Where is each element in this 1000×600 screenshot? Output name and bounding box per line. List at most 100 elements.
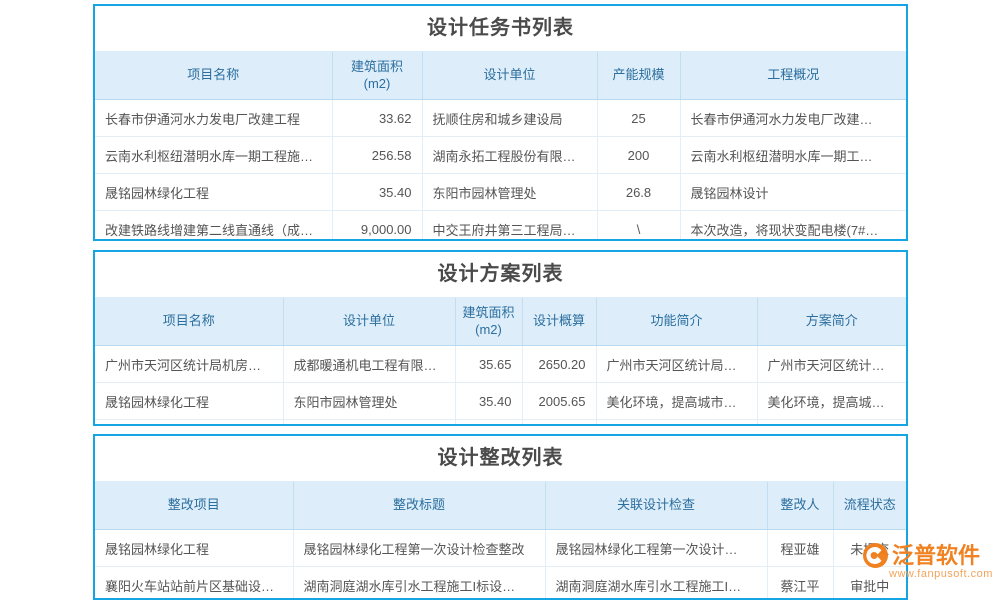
cell-function-intro: 广州市天河区统计局机房…	[596, 345, 758, 383]
table-row[interactable]: 长春市伊通河水力发电厂改建工程 33.62 抚顺住房和城乡建设局 25 长春市伊…	[95, 99, 906, 137]
column-header-project-name[interactable]: 项目名称	[95, 298, 284, 346]
table-row[interactable]: 云南水利枢纽潜明水库一期工程施… 256.58 湖南永拓工程股份有限公司 200…	[95, 136, 906, 174]
cell-rectification-title-link[interactable]: 晟铭园林绿化工程第一次设计检查整改	[293, 529, 546, 567]
table-header-row: 项目名称 设计单位 建筑面积 (m2) 设计概算 功能简介 方案简介	[95, 298, 906, 346]
column-header-function-intro[interactable]: 功能简介	[596, 298, 758, 346]
panel-design-rectification-list: 设计整改列表 整改项目 整改标题 关联设计检查 整改人 流程状态 晟铭园林绿化工…	[93, 434, 908, 600]
table-header-row: 整改项目 整改标题 关联设计检查 整改人 流程状态	[95, 482, 906, 530]
status-badge: 审批中	[850, 578, 890, 594]
header-label: 项目名称	[162, 313, 215, 329]
column-header-related-design-check[interactable]: 关联设计检查	[545, 482, 768, 530]
cell-rectifier: 蔡江平	[767, 566, 834, 598]
cell-related-design-check: 湖南洞庭湖水库引水工程施工I…	[545, 566, 768, 598]
cell-project-name-link[interactable]: 广州市天河区统计局机房改造…	[95, 345, 284, 383]
table-design-scheme-list: 项目名称 设计单位 建筑面积 (m2) 设计概算 功能简介 方案简介 广州市天河区…	[95, 298, 906, 425]
header-label-unit: (m2)	[475, 321, 502, 337]
header-label: 设计概算	[532, 313, 585, 329]
cell-project-name-link[interactable]: 晟铭园林绿化工程	[95, 382, 284, 420]
cell-design-unit: 抚顺住房和城乡建设局	[422, 99, 598, 137]
column-header-design-unit[interactable]: 设计单位	[283, 298, 456, 346]
cell-project-overview: 云南水利枢纽潜明水库一期工…	[680, 136, 906, 174]
cell-project-overview: 长春市伊通河水力发电厂改建…	[680, 99, 906, 137]
header-label: 建筑面积	[350, 59, 403, 75]
cell-project-name-link[interactable]: 改建铁路线增建第二线直通线…	[95, 419, 284, 424]
header-label: 整改标题	[392, 497, 445, 513]
cell-building-area: 35.40	[455, 382, 523, 420]
cell-design-unit: 湖南永拓工程股份有限公司	[422, 136, 598, 174]
cell-function-intro: 美化环境，提高城市绿化…	[596, 382, 758, 420]
cell-rectifier: 程亚雄	[767, 529, 834, 567]
column-header-scheme-intro[interactable]: 方案简介	[757, 298, 906, 346]
cell-design-budget: 2005.65	[522, 382, 597, 420]
cell-design-unit: 东阳市园林管理处	[283, 382, 456, 420]
cell-project-overview: 晟铭园林设计	[680, 173, 906, 211]
column-header-project-name[interactable]: 项目名称	[95, 52, 333, 100]
header-label: 流程状态	[843, 497, 896, 513]
cell-rectification-project-link[interactable]: 襄阳火车站站前片区基础设…	[95, 566, 294, 598]
column-header-design-unit[interactable]: 设计单位	[422, 52, 598, 100]
column-header-building-area[interactable]: 建筑面积 (m2)	[455, 298, 523, 346]
header-label-unit: (m2)	[363, 75, 391, 91]
panel-design-task-list: 设计任务书列表 项目名称 建筑面积 (m2) 设计单位 产能规模 工程概况 长春市…	[93, 4, 908, 241]
cell-building-area: 35.40	[332, 173, 423, 211]
cell-capacity-scale: \	[597, 210, 681, 239]
column-header-rectifier[interactable]: 整改人	[767, 482, 834, 530]
table-design-task-list: 项目名称 建筑面积 (m2) 设计单位 产能规模 工程概况 长春市伊通河水力发电厂…	[95, 52, 906, 239]
cell-building-area: 9,000.00	[332, 210, 423, 239]
cell-capacity-scale: 26.8	[597, 173, 681, 211]
column-header-capacity-scale[interactable]: 产能规模	[597, 52, 681, 100]
column-header-building-area[interactable]: 建筑面积 (m2)	[332, 52, 423, 100]
column-header-design-budget[interactable]: 设计概算	[522, 298, 597, 346]
column-header-rectification-title[interactable]: 整改标题	[293, 482, 546, 530]
cell-building-area: 33.62	[332, 99, 423, 137]
cell-capacity-scale: 200	[597, 136, 681, 174]
cell-project-name-link[interactable]: 长春市伊通河水力发电厂改建工程	[95, 99, 333, 137]
cell-building-area: 5,000.00	[455, 419, 523, 424]
table-row[interactable]: 改建铁路线增建第二线直通线（成… 9,000.00 中交王府井第三工程局有限… …	[95, 210, 906, 239]
cell-building-area: 256.58	[332, 136, 423, 174]
cell-scheme-intro: 美化环境，提高城市绿化…	[757, 382, 906, 420]
cell-design-budget: 439000	[522, 419, 597, 424]
table-row[interactable]: 改建铁路线增建第二线直通线… 成都暖通机电工程有限公司 5,000.00 439…	[95, 419, 906, 425]
cell-scheme-intro: 广州市天河区统计局机房…	[757, 345, 906, 383]
cell-rectification-title-link[interactable]: 湖南洞庭湖水库引水工程施工I标设…	[293, 566, 546, 598]
panel-title-design-rectification-list: 设计整改列表	[95, 436, 906, 482]
header-label: 关联设计检查	[616, 497, 695, 513]
table-header-row: 项目名称 建筑面积 (m2) 设计单位 产能规模 工程概况	[95, 52, 906, 100]
header-label: 方案简介	[805, 313, 858, 329]
table-row[interactable]: 襄阳火车站站前片区基础设… 湖南洞庭湖水库引水工程施工I标设… 湖南洞庭湖水库引…	[95, 566, 906, 598]
cell-project-overview: 本次改造，将现状变配电楼(7#…	[690, 222, 879, 238]
cell-design-unit: 成都暖通机电工程有限公司	[283, 345, 456, 383]
cell-related-design-check: 晟铭园林绿化工程第一次设计…	[545, 529, 768, 567]
cell-rectification-project-link[interactable]: 晟铭园林绿化工程	[95, 529, 294, 567]
header-label: 功能简介	[650, 313, 703, 329]
header-label: 项目名称	[187, 67, 240, 83]
column-header-rectification-project[interactable]: 整改项目	[95, 482, 294, 530]
cell-scheme-intro: （1）老营隧道段K0+000…	[757, 420, 906, 425]
table-row[interactable]: 晟铭园林绿化工程 35.40 东阳市园林管理处 26.8 晟铭园林设计	[95, 173, 906, 211]
cell-capacity-scale: 25	[597, 99, 681, 137]
panel-design-scheme-list: 设计方案列表 项目名称 设计单位 建筑面积 (m2) 设计概算 功能简介 方案简介…	[93, 250, 908, 426]
table-row[interactable]: 晟铭园林绿化工程 东阳市园林管理处 35.40 2005.65 美化环境，提高城…	[95, 382, 906, 420]
cell-project-name-link[interactable]: 晟铭园林绿化工程	[95, 173, 333, 211]
header-label: 设计单位	[483, 67, 536, 83]
header-label: 工程概况	[767, 67, 820, 83]
cell-building-area: 35.65	[455, 345, 523, 383]
table-row[interactable]: 晟铭园林绿化工程 晟铭园林绿化工程第一次设计检查整改 晟铭园林绿化工程第一次设计…	[95, 529, 906, 567]
column-header-flow-status[interactable]: 流程状态	[833, 482, 906, 530]
table-design-rectification-list: 整改项目 整改标题 关联设计检查 整改人 流程状态 晟铭园林绿化工程 晟铭园林绿…	[95, 482, 906, 598]
cell-function-intro: 本项目南阳至城区控制性…	[596, 419, 758, 424]
header-label: 整改项目	[167, 497, 220, 513]
panel-title-design-scheme-list: 设计方案列表	[95, 252, 906, 298]
header-label: 产能规模	[612, 67, 665, 83]
table-row[interactable]: 广州市天河区统计局机房改造… 成都暖通机电工程有限公司 35.65 2650.2…	[95, 345, 906, 383]
panel-title-design-task-list: 设计任务书列表	[95, 6, 906, 52]
header-label: 设计单位	[342, 313, 395, 329]
column-header-project-overview[interactable]: 工程概况	[680, 52, 906, 100]
status-badge: 未提交	[833, 529, 906, 567]
cell-project-name-link[interactable]: 改建铁路线增建第二线直通线（成…	[95, 210, 333, 239]
cell-design-unit: 成都暖通机电工程有限公司	[283, 419, 456, 424]
cell-project-name-link[interactable]: 云南水利枢纽潜明水库一期工程施…	[95, 136, 333, 174]
cell-design-unit: 东阳市园林管理处	[422, 173, 598, 211]
header-label: 整改人	[780, 497, 820, 513]
